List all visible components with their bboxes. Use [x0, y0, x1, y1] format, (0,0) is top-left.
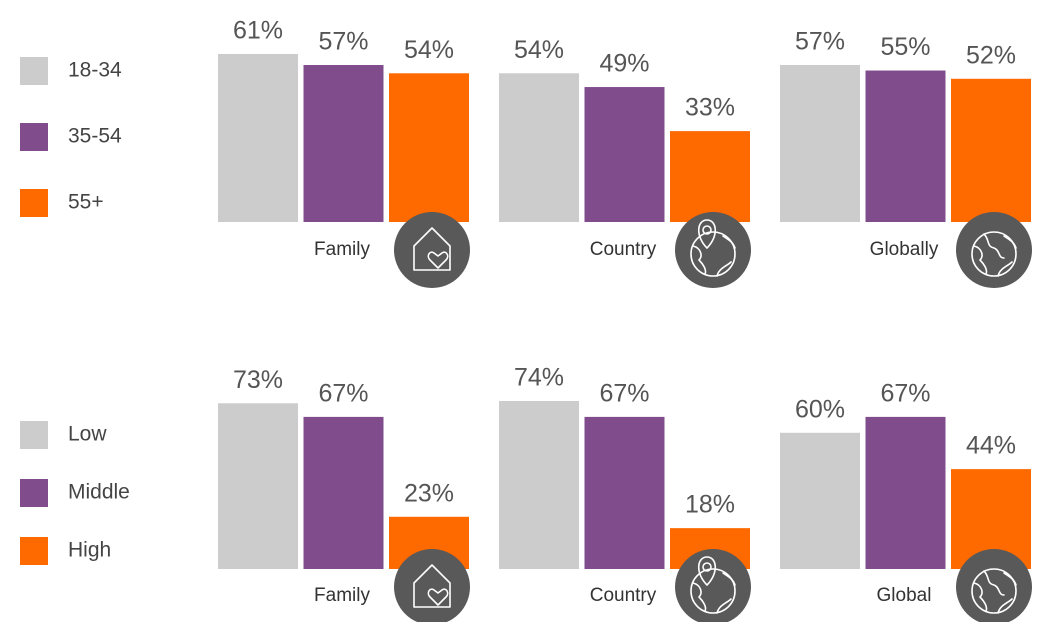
legend-swatch — [20, 123, 48, 151]
bar — [218, 54, 298, 222]
value-label: 74% — [514, 364, 564, 392]
icon-stroke — [983, 233, 1005, 259]
value-label: 67% — [880, 380, 930, 408]
icon — [956, 549, 1032, 622]
bar — [670, 131, 750, 222]
legend-label: Middle — [68, 481, 130, 504]
icon-stroke — [692, 235, 736, 277]
bar — [865, 70, 946, 222]
icon-circle — [394, 212, 470, 288]
bar — [865, 416, 946, 569]
bar — [584, 416, 665, 569]
legend-label: High — [68, 539, 111, 562]
icon — [394, 212, 470, 288]
value-label: 52% — [966, 41, 1016, 69]
icon-stroke — [697, 556, 717, 586]
value-label: 60% — [795, 395, 845, 423]
legend-swatch — [20, 479, 48, 507]
icon-circle — [675, 549, 751, 622]
icon-stroke — [413, 564, 451, 608]
icon — [394, 549, 470, 622]
value-label: 33% — [685, 94, 735, 122]
legend-label: 18-34 — [68, 59, 122, 82]
bar — [780, 65, 860, 223]
icon-circle — [394, 549, 470, 622]
icon-circle — [675, 212, 751, 288]
bar — [303, 65, 384, 223]
value-label: 55% — [880, 33, 930, 61]
legend-swatch — [20, 537, 48, 565]
bar — [499, 401, 579, 569]
bar — [389, 73, 469, 222]
icon-stroke — [973, 235, 1017, 277]
legend-label: Low — [68, 423, 107, 446]
bar — [499, 73, 579, 222]
value-label: 23% — [404, 479, 454, 507]
category-label: Country — [590, 239, 657, 260]
value-label: 49% — [599, 50, 649, 78]
icon-stroke — [690, 568, 736, 614]
icon-circle — [956, 212, 1032, 288]
category-label: Country — [590, 585, 657, 606]
value-label: 18% — [685, 491, 735, 519]
value-label: 57% — [318, 28, 368, 56]
legend-label: 35-54 — [68, 125, 122, 148]
icon-stroke — [690, 231, 736, 277]
legend-swatch — [20, 57, 48, 85]
value-label: 44% — [966, 432, 1016, 460]
legend-label: 55+ — [68, 191, 104, 214]
bar — [951, 78, 1031, 222]
bar — [780, 432, 860, 569]
icon-stroke — [697, 219, 717, 249]
icon-stroke — [427, 251, 449, 269]
category-label: Global — [877, 585, 932, 606]
icon-stroke — [702, 225, 712, 235]
legend-swatch — [20, 421, 48, 449]
icon-stroke — [702, 562, 712, 572]
value-label: 54% — [514, 36, 564, 64]
icon — [956, 212, 1032, 288]
category-label: Family — [314, 585, 370, 606]
value-label: 61% — [233, 17, 283, 45]
value-label: 67% — [599, 380, 649, 408]
category-label: Family — [314, 239, 370, 260]
value-label: 73% — [233, 366, 283, 394]
bar — [584, 87, 665, 222]
icon-stroke — [983, 570, 1005, 596]
value-label: 54% — [404, 36, 454, 64]
value-label: 67% — [318, 380, 368, 408]
icon — [675, 549, 751, 622]
icon-stroke — [692, 572, 736, 614]
bar — [218, 403, 298, 569]
legend-swatch — [20, 189, 48, 217]
icon-stroke — [413, 227, 451, 271]
icon-stroke — [971, 568, 1017, 614]
icon-stroke — [971, 231, 1017, 277]
category-label: Globally — [870, 239, 939, 260]
icon-stroke — [427, 588, 449, 606]
icon-stroke — [973, 572, 1017, 614]
bar — [303, 416, 384, 569]
icon — [675, 212, 751, 288]
value-label: 57% — [795, 28, 845, 56]
